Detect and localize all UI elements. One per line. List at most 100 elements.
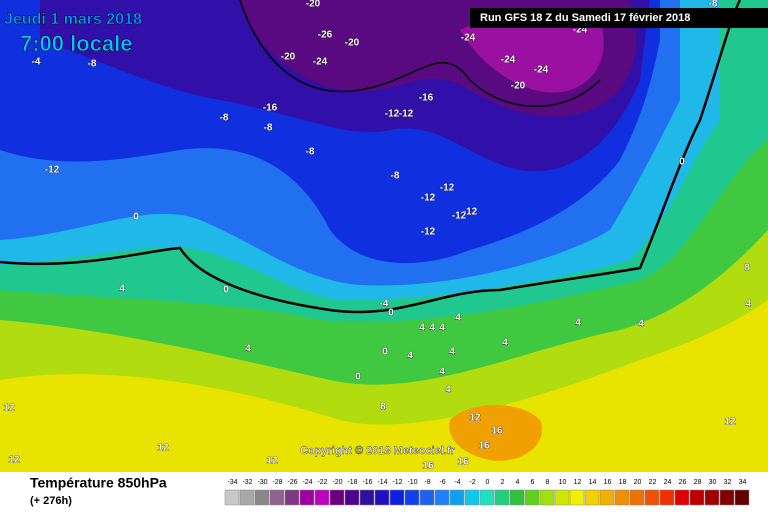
contour-label: 4 [119,284,125,295]
footer-subtitle: (+ 276h) [30,495,72,507]
copyright: Copyright © 2018 Meteociel.fr [300,445,456,457]
contour-label: -24 [534,65,549,76]
contour-label: -26 [318,30,333,41]
legend-label: 32 [724,479,732,486]
contour-label: 4 [575,318,581,329]
contour-label: -4 [380,299,389,310]
contour-label: 12 [8,455,20,466]
legend-swatch [674,489,690,506]
contour-label: 16 [457,457,469,468]
legend-label: 34 [739,479,747,486]
contour-label: 8 [744,263,750,274]
contour-label: 4 [439,323,445,334]
contour-label: 4 [439,367,445,378]
legend-swatch [464,489,480,506]
contour-label: 4 [407,351,413,362]
run-info: Run GFS 18 Z du Samedi 17 février 2018 [480,12,690,24]
legend-label: 18 [619,479,627,486]
legend-swatch [569,489,585,506]
legend-swatch [329,489,345,506]
legend-label: -8 [424,479,430,486]
contour-label: -8 [391,171,400,182]
contour-label: -8 [264,123,273,134]
contour-label: 4 [445,385,451,396]
contour-label: -12 [385,109,400,120]
contour-label: -20 [345,38,360,49]
legend-label: 12 [574,479,582,486]
contour-label: -4 [32,57,41,68]
contour-label: -12 [399,109,414,120]
isotherm [239,0,601,108]
legend-swatch [389,489,405,506]
contour-label: -24 [461,33,476,44]
legend-label: -24 [302,479,312,486]
map-labels: -20 -26 -20 -20 -24 -8 -4 -24 -24 -24 -20 -16 -16 -12… [3,0,751,472]
legend-label: -18 [347,479,357,486]
legend-swatch [584,489,600,506]
contour-label: 12 [266,456,278,467]
legend-swatch [344,489,360,506]
legend-label: 10 [559,479,567,486]
legend-swatch [704,489,720,506]
contour-label: -8 [220,113,229,124]
legend-swatch [359,489,375,506]
legend-label: 22 [649,479,657,486]
zero-isotherm [0,0,742,314]
legend-label: -22 [317,479,327,486]
contour-label: -8 [306,147,315,158]
contour-label: 0 [223,285,229,296]
contour-label: -16 [419,93,434,104]
legend-swatch [269,489,285,506]
contour-label: 4 [638,319,644,330]
legend-swatch [374,489,390,506]
legend-swatch [284,489,300,506]
legend-swatch [224,489,240,506]
legend-label: 28 [694,479,702,486]
legend-swatch [419,489,435,506]
legend-label: -10 [407,479,417,486]
contour-label: 12 [724,417,736,428]
legend-label: 4 [516,479,520,486]
legend-swatch [314,489,330,506]
contour-label: 12 [469,413,481,424]
legend-label: -14 [377,479,387,486]
contour-label: 16 [478,441,490,452]
legend-swatch [434,489,450,506]
contour-label: -12 [452,211,467,222]
legend-label: -16 [362,479,372,486]
legend-label: 30 [709,479,717,486]
legend-swatch [539,489,555,506]
footer-title: Température 850hPa [30,475,167,491]
contour-label: 16 [491,426,503,437]
legend-swatch [479,489,495,506]
contour-label: -16 [263,103,278,114]
legend-label: 24 [664,479,672,486]
legend-swatch [659,489,675,506]
contour-label: 0 [133,212,139,223]
contour-label: -12 [421,193,436,204]
contour-label: 0 [388,308,394,319]
legend-swatch [629,489,645,506]
legend-swatch [509,489,525,506]
legend-swatch [524,489,540,506]
legend-swatch [644,489,660,506]
legend-swatch [254,489,270,506]
legend-label: -28 [272,479,282,486]
contour-label: 0 [679,157,685,168]
legend-label: -34 [227,479,237,486]
legend-swatch [554,489,570,506]
legend-label: 6 [531,479,535,486]
legend-swatch [599,489,615,506]
legend-label: -20 [332,479,342,486]
contour-label: -24 [313,57,328,68]
field-magenta [460,13,604,93]
legend-label: 14 [589,479,597,486]
legend-swatch [689,489,705,506]
contour-label: 4 [419,323,425,334]
legend-label: -26 [287,479,297,486]
legend-label: -12 [392,479,402,486]
legend-label: -4 [454,479,460,486]
legend-swatch [299,489,315,506]
contour-label: 4 [455,313,461,324]
forecast-date: Jeudi 1 mars 2018 [4,11,142,28]
